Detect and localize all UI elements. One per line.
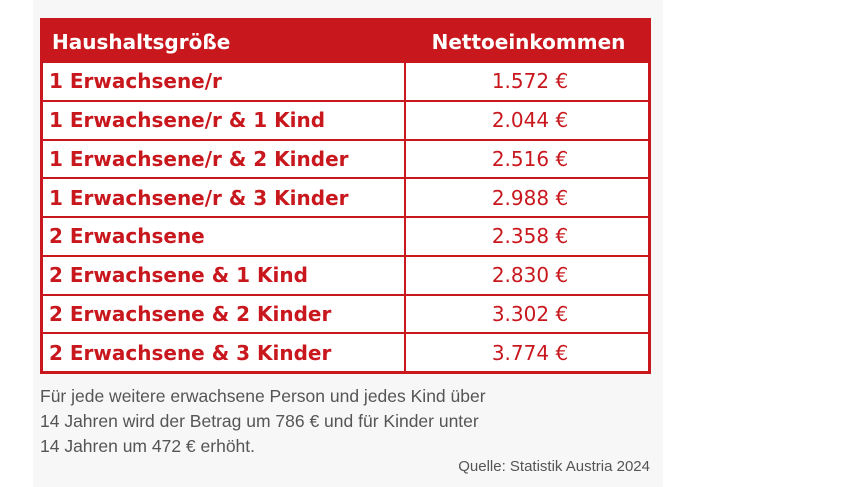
income-cell: 2.830 €	[491, 263, 569, 288]
source-credit: Quelle: Statistik Austria 2024	[458, 458, 650, 475]
household-cell: 2 Erwachsene & 2 Kinder	[43, 295, 406, 333]
household-cell: 1 Erwachsene/r	[43, 63, 406, 100]
table-row: 2 Erwachsene & 1 Kind 2.830 €	[43, 254, 648, 294]
table-body: 1 Erwachsene/r 1.572 € 1 Erwachsene/r & …	[43, 63, 648, 371]
income-cell: 2.044 €	[491, 108, 569, 133]
table-row: 1 Erwachsene/r & 2 Kinder 2.516 €	[43, 138, 648, 178]
income-cell: 1.572 €	[491, 69, 569, 94]
table-row: 2 Erwachsene & 2 Kinder 3.302 €	[43, 293, 648, 333]
footnote: Für jede weitere erwachsene Person und j…	[40, 384, 640, 459]
header-household-size: Haushaltsgröße	[52, 30, 231, 54]
household-cell: 1 Erwachsene/r & 1 Kind	[43, 101, 406, 139]
income-cell: 2.516 €	[491, 146, 569, 171]
income-cell: 2.988 €	[491, 185, 569, 210]
table-row: 2 Erwachsene 2.358 €	[43, 216, 648, 255]
household-cell: 1 Erwachsene/r & 2 Kinder	[43, 140, 406, 178]
income-table: Haushaltsgröße Nettoeinkommen 1 Erwachse…	[40, 18, 651, 374]
table-row: 1 Erwachsene/r & 1 Kind 2.044 €	[43, 99, 648, 139]
footnote-line: 14 Jahren um 472 € erhöht.	[40, 436, 256, 456]
table-header: Haushaltsgröße Nettoeinkommen	[43, 21, 648, 63]
income-cell: 3.774 €	[491, 340, 569, 365]
table-row: 2 Erwachsene & 3 Kinder 3.774 €	[43, 332, 648, 371]
household-cell: 2 Erwachsene & 3 Kinder	[43, 334, 406, 371]
header-net-income: Nettoeinkommen	[431, 30, 626, 54]
household-cell: 2 Erwachsene & 1 Kind	[43, 256, 406, 294]
table-row: 1 Erwachsene/r 1.572 €	[43, 63, 648, 100]
household-cell: 2 Erwachsene	[43, 218, 406, 255]
household-cell: 1 Erwachsene/r & 3 Kinder	[43, 179, 406, 216]
footnote-line: 14 Jahren wird der Betrag um 786 € und f…	[40, 411, 479, 431]
footnote-line: Für jede weitere erwachsene Person und j…	[40, 386, 486, 406]
income-cell: 3.302 €	[491, 301, 569, 326]
table-row: 1 Erwachsene/r & 3 Kinder 2.988 €	[43, 177, 648, 216]
income-cell: 2.358 €	[491, 224, 569, 249]
